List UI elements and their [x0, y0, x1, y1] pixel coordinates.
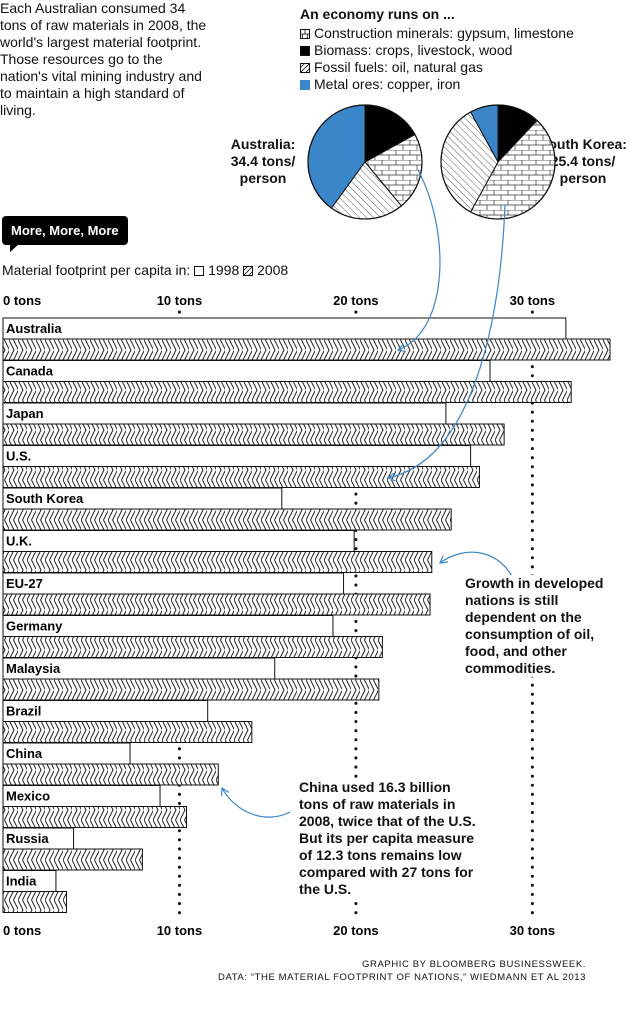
pie-label-south-korea: South Korea: 25.4 tons/ person: [536, 136, 630, 187]
tick-label: 20 tons: [333, 923, 379, 938]
black-swatch-icon: [300, 45, 310, 56]
legend-label: Biomass: crops, livestock, wood: [314, 42, 513, 58]
bar-1998: [2, 572, 345, 595]
category-label: U.K.: [6, 534, 32, 549]
subtitle-prefix: Material footprint per capita in:: [2, 262, 191, 278]
tick-label: 30 tons: [510, 923, 556, 938]
bar-2008: [2, 466, 480, 488]
pie-label-line: 25.4 tons/: [550, 153, 616, 169]
bar-2008: [2, 848, 143, 871]
tick-label: 30 tons: [510, 293, 556, 308]
legend-item-metal: Metal ores: copper, iron: [300, 76, 574, 93]
category-label: Malaysia: [6, 661, 61, 676]
credit-line2: DATA: “THE MATERIAL FOOTPRINT OF NATIONS…: [218, 972, 586, 983]
arrowhead-growth: [439, 555, 449, 564]
category-label: U.S.: [6, 449, 31, 464]
category-label: Australia: [6, 321, 62, 336]
blue-swatch-icon: [300, 79, 310, 90]
pie-outline: [307, 104, 423, 220]
bar-1998: [2, 402, 447, 425]
bar-2008: [2, 721, 253, 743]
subtitle-year2: 2008: [257, 262, 289, 278]
bar-2008: [2, 763, 219, 786]
note-china: China used 16.3 billion tons of raw mate…: [299, 779, 479, 898]
category-label: China: [6, 746, 43, 761]
legend-label: Fossil fuels: oil, natural gas: [314, 59, 483, 75]
pie-label-line: Australia:: [230, 136, 296, 152]
empty-swatch-icon: [194, 266, 205, 276]
tick-label: 20 tons: [333, 293, 379, 308]
tick-label: 0 tons: [3, 923, 41, 938]
hatched-swatch-icon: [242, 265, 254, 277]
intro-text: Each Australian consumed 34 tons of raw …: [0, 0, 207, 118]
bar-2008: [2, 423, 505, 446]
category-label: Brazil: [6, 704, 41, 719]
note-growth: Growth in developed nations is still dep…: [465, 575, 625, 677]
arrow-australia: [397, 169, 441, 351]
diagonal-swatch-icon: [300, 62, 310, 73]
legend: An economy runs on ... Construction mine…: [300, 6, 574, 93]
arrowhead-australia: [396, 343, 407, 353]
category-label: South Korea: [6, 491, 84, 506]
pie-outline: [440, 104, 556, 220]
bar-2008: [2, 636, 383, 658]
pie-label-line: person: [239, 170, 287, 186]
bar-1998: [2, 360, 491, 382]
category-label: Russia: [6, 831, 49, 846]
legend-label: Construction minerals: gypsum, limestone: [314, 25, 574, 41]
legend-item-construction: Construction minerals: gypsum, limestone: [300, 25, 574, 42]
tick-label: 10 tons: [157, 923, 203, 938]
brick-swatch-icon: [300, 28, 310, 39]
bar-2008: [2, 551, 433, 573]
bar-2008: [2, 806, 188, 828]
arrow-china: [221, 787, 291, 818]
category-label: Mexico: [6, 789, 50, 804]
credit: GRAPHIC BY BLOOMBERG BUSINESSWEEK. DATA:…: [218, 958, 586, 984]
category-label: Germany: [6, 619, 63, 634]
legend-title: An economy runs on ...: [300, 6, 455, 22]
legend-label: Metal ores: copper, iron: [314, 76, 461, 92]
arrow-south-korea: [387, 204, 506, 479]
bar-1998: [2, 445, 472, 467]
pie-label-line: South Korea:: [539, 136, 627, 152]
chart-subtitle: Material footprint per capita in: 1998 2…: [2, 262, 288, 278]
bar-2008: [2, 593, 431, 616]
credit-line1: GRAPHIC BY BLOOMBERG BUSINESSWEEK.: [362, 959, 586, 970]
category-label: Canada: [6, 364, 54, 379]
legend-item-fossil: Fossil fuels: oil, natural gas: [300, 59, 574, 76]
bar-2008: [2, 678, 380, 701]
pie-label-line: 34.4 tons/: [230, 153, 296, 169]
bar-2008: [2, 891, 68, 913]
pie-label-line: person: [559, 170, 607, 186]
arrowhead-china: [220, 786, 230, 797]
tick-label: 0 tons: [3, 293, 41, 308]
subtitle-year1: 1998: [208, 262, 240, 278]
bar-2008: [2, 338, 611, 361]
bar-2008: [2, 381, 572, 403]
arrow-growth: [439, 551, 514, 579]
arrowhead-south-korea: [386, 472, 396, 482]
legend-item-biomass: Biomass: crops, livestock, wood: [300, 42, 574, 59]
category-label: Japan: [6, 406, 44, 421]
bar-1998: [2, 317, 567, 340]
category-label: EU-27: [6, 576, 43, 591]
tick-label: 10 tons: [157, 293, 203, 308]
bar-1998: [2, 530, 355, 552]
bar-2008: [2, 508, 452, 531]
pie-label-australia: Australia: 34.4 tons/ person: [222, 136, 304, 187]
section-badge: More, More, More: [2, 216, 128, 245]
category-label: India: [6, 874, 37, 889]
badge-tail: [10, 244, 19, 252]
